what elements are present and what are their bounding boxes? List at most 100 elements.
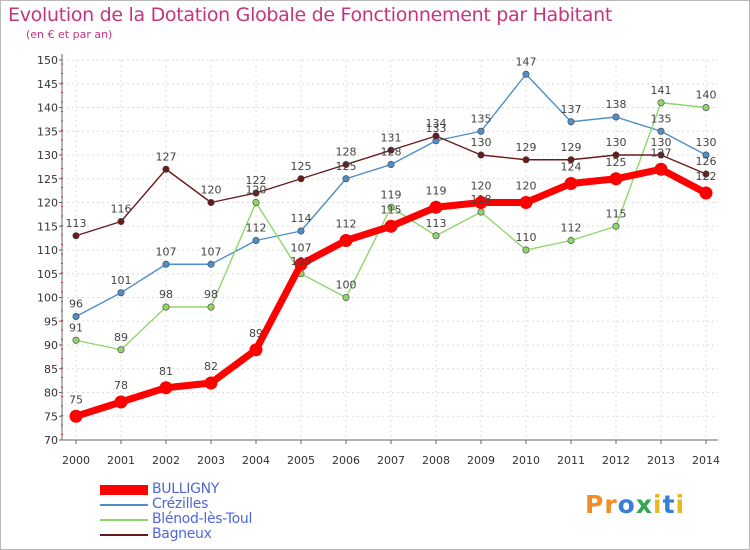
data-label: 128 [381,146,402,159]
y-tick-label: 140 [37,102,58,115]
data-label: 124 [561,161,582,174]
x-tick-label: 2000 [62,454,90,467]
data-label: 107 [291,241,312,254]
y-tick-label: 85 [44,363,58,376]
x-tick-label: 2002 [152,454,180,467]
x-tick-label: 2003 [197,454,225,467]
logo-letter: P [585,490,605,519]
data-label: 131 [381,131,402,144]
data-label: 107 [201,245,222,258]
data-label: 135 [471,112,492,125]
logo-letter: i [675,490,686,519]
logo-letter: i [653,490,663,519]
data-label: 130 [696,136,717,149]
data-label: 89 [249,327,263,340]
data-label: 138 [606,98,627,111]
x-tick-label: 2009 [467,454,495,467]
data-label: 140 [696,89,717,102]
data-label: 125 [336,160,357,173]
data-point [432,132,440,140]
data-label: 119 [381,188,402,201]
y-tick-label: 95 [44,315,58,328]
data-point [477,127,485,135]
x-tick-label: 2006 [332,454,360,467]
logo-letter: o [617,490,636,519]
data-label: 120 [471,180,492,193]
data-label: 137 [561,103,582,116]
data-label: 122 [246,174,267,187]
data-label: 107 [156,245,177,258]
data-label: 98 [204,288,218,301]
data-label: 78 [114,379,128,392]
data-point [612,113,620,121]
y-tick-label: 145 [37,78,58,91]
chart-subtitle: (en € et par an) [26,28,113,41]
data-point [342,161,350,169]
data-point [342,293,350,301]
data-point [387,161,395,169]
data-label: 125 [606,156,627,169]
data-point [72,232,80,240]
data-point [567,237,575,245]
data-point [252,237,260,245]
data-label: 126 [696,155,717,168]
data-point [429,200,443,214]
data-point [519,196,533,209]
data-point [69,409,83,423]
data-label: 130 [471,136,492,149]
data-point [609,172,623,186]
data-point [159,381,173,395]
data-label: 116 [111,203,132,216]
data-label: 113 [66,217,87,230]
data-point [207,303,215,311]
data-point [477,151,485,159]
x-tick-label: 2008 [422,454,450,467]
axes: 70 75 80 85 90 95 100 105 110 115 120 125 130 135 140 1… [37,54,720,467]
data-label: 81 [159,365,173,378]
data-point [117,218,125,226]
legend-swatch-crezilles [100,504,148,506]
data-label: 115 [381,203,402,216]
data-point [522,246,530,254]
data-label: 125 [291,160,312,173]
legend-swatch-bagneux [100,534,148,536]
y-tick-label: 80 [44,387,58,400]
data-label: 127 [156,150,177,163]
data-label: 118 [471,193,492,206]
data-label: 129 [516,141,537,154]
data-point [522,70,530,78]
data-point [387,203,395,211]
data-point [702,104,710,112]
data-point [207,260,215,268]
data-label: 129 [561,141,582,154]
data-label: 96 [69,298,83,311]
data-label: 147 [516,55,537,68]
data-point [612,151,620,159]
data-label: 119 [426,184,447,197]
data-point [162,165,170,173]
data-label: 120 [246,184,267,197]
y-tick-label: 150 [37,54,58,67]
data-label: 141 [651,84,672,97]
y-tick-label: 75 [44,410,58,423]
legend-swatch-bulligny [100,485,148,495]
data-point [162,303,170,311]
data-point [702,151,710,159]
legend-label-bagneux: Bagneux [152,526,212,542]
y-tick-label: 100 [37,292,58,305]
data-label: 114 [291,212,312,225]
data-point [297,227,305,235]
data-point [162,260,170,268]
data-point [72,312,80,320]
data-point [612,222,620,230]
x-tick-label: 2005 [287,454,315,467]
logo-letter: x [635,490,653,519]
data-label: 130 [606,136,627,149]
data-point [657,99,665,107]
x-tick-label: 2013 [647,454,675,467]
data-label: 100 [336,279,357,292]
proxiti-logo: Proxiti [585,490,685,519]
data-label: 133 [426,122,447,135]
legend-label-crezilles: Crézilles [152,496,209,512]
